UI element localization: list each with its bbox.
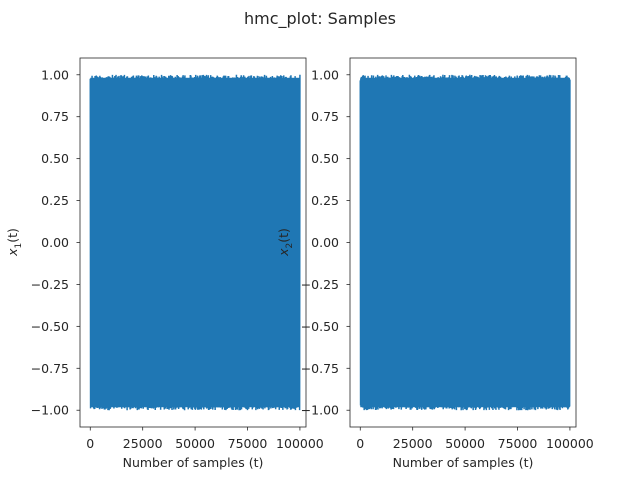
subplot-2-ylabel-sub: 2 [285, 243, 295, 249]
x-tick-label: 25000 [123, 436, 163, 451]
y-tick-label: −1.00 [31, 403, 69, 418]
x-tick-label: 100000 [546, 436, 594, 451]
y-tick-label: 0.75 [41, 109, 69, 124]
subplot-2-ylabel-arg: (t) [276, 228, 291, 243]
y-tick-label: −1.00 [301, 403, 339, 418]
y-tick-label: 1.00 [311, 67, 339, 82]
y-tick-label: −0.50 [301, 319, 339, 334]
x-tick-label: 0 [86, 436, 94, 451]
y-tick-label: 1.00 [41, 67, 69, 82]
y-tick-label: −0.50 [31, 319, 69, 334]
x-tick-label: 25000 [393, 436, 433, 451]
x-tick-label: 50000 [175, 436, 215, 451]
y-tick-label: 0.25 [41, 193, 69, 208]
y-tick-label: 0.00 [41, 235, 69, 250]
x-tick-label: 50000 [445, 436, 485, 451]
y-tick-label: −0.75 [31, 361, 69, 376]
series-x1-samples [89, 74, 301, 411]
y-tick-label: 0.75 [311, 109, 339, 124]
subplot-1-ylabel: x1(t) [5, 228, 24, 257]
subplot-1-ylabel-base: x [5, 248, 20, 257]
subplot-1-ylabel-arg: (t) [5, 228, 20, 243]
subplot-2-x-axis: 0 25000 50000 75000 100000 [356, 427, 594, 451]
subplot-2-ylabel-base: x [276, 248, 291, 257]
y-tick-label: 0.50 [311, 151, 339, 166]
x-tick-label: 75000 [498, 436, 538, 451]
subplot-1-x-axis: 0 25000 50000 75000 100000 [86, 427, 324, 451]
subplot-1-xlabel: Number of samples (t) [123, 455, 264, 470]
chart-title: hmc_plot: Samples [244, 9, 396, 29]
sample-trace-fill [360, 77, 570, 408]
subplot-1-y-axis: 1.00 0.75 0.50 0.25 0.00 −0.25 −0.50 −0.75 −1.00 [31, 67, 80, 418]
subplot-2-xlabel: Number of samples (t) [393, 455, 534, 470]
y-tick-label: 0.00 [311, 235, 339, 250]
x-tick-label: 100000 [276, 436, 324, 451]
y-tick-label: −0.25 [31, 277, 69, 292]
subplot-2-ylabel: x2(t) [276, 228, 295, 257]
y-tick-label: 0.50 [41, 151, 69, 166]
subplot-2-y-axis: 1.00 0.75 0.50 0.25 0.00 −0.25 −0.50 −0.75 −1.00 [301, 67, 350, 418]
subplot-1-ylabel-sub: 1 [14, 243, 24, 249]
y-tick-label: −0.75 [301, 361, 339, 376]
series-x2-samples [359, 74, 571, 411]
subplot-1: 1.00 0.75 0.50 0.25 0.00 −0.25 −0.50 −0.75 −1.00… [5, 57, 324, 470]
subplot-2: 1.00 0.75 0.50 0.25 0.00 −0.25 −0.50 −0.75 −1.00… [276, 57, 594, 470]
x-tick-label: 75000 [228, 436, 268, 451]
y-tick-label: −0.25 [301, 277, 339, 292]
x-tick-label: 0 [356, 436, 364, 451]
sample-trace-fill [90, 77, 300, 408]
y-tick-label: 0.25 [311, 193, 339, 208]
